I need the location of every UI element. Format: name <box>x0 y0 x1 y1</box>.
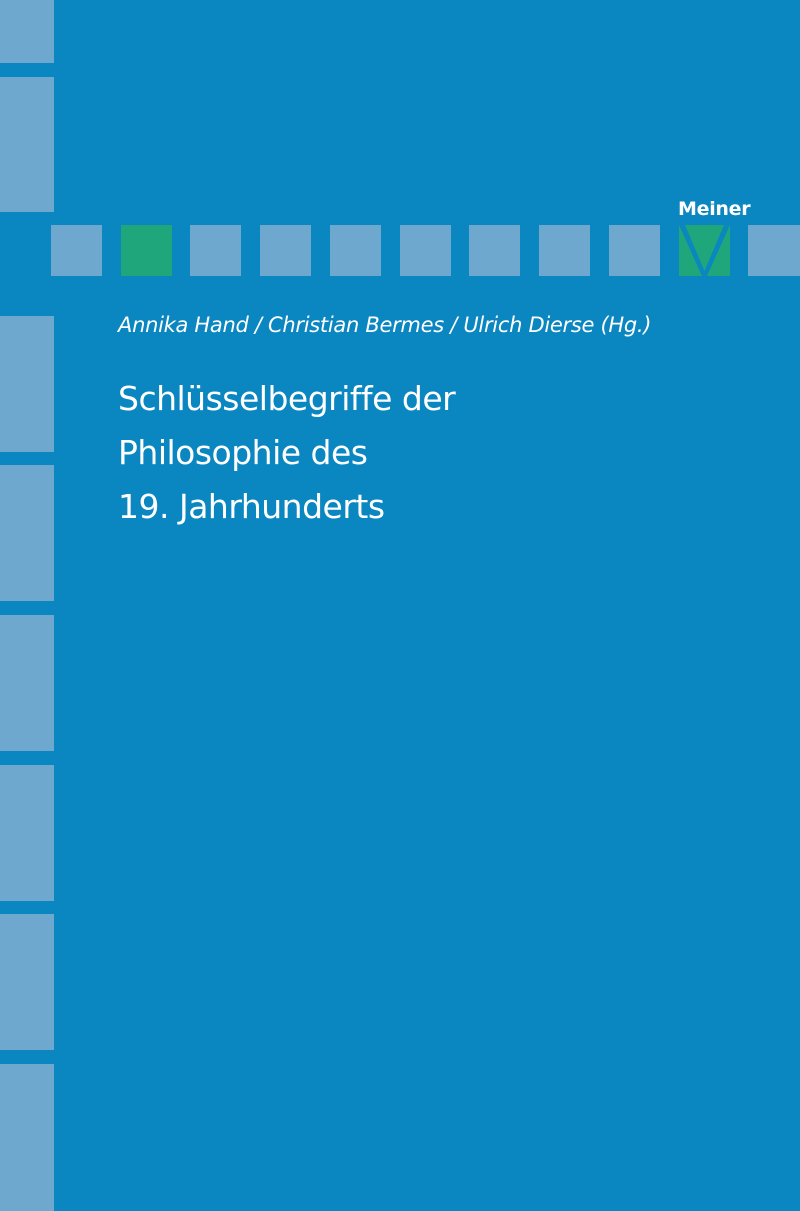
side-block <box>0 615 54 751</box>
square-block <box>51 225 102 276</box>
square-block <box>260 225 311 276</box>
square-block <box>400 225 451 276</box>
book-authors: Annika Hand / Christian Bermes / Ulrich … <box>118 313 652 337</box>
square-block <box>330 225 381 276</box>
side-block <box>0 77 54 212</box>
square-block <box>609 225 660 276</box>
title-line: Schlüsselbegriffe der <box>118 379 456 418</box>
square-block-green <box>121 225 172 276</box>
title-line: 19. Jahrhunderts <box>118 487 385 526</box>
publisher-logo-text: Meiner <box>678 198 751 220</box>
side-block <box>0 765 54 901</box>
square-block <box>469 225 520 276</box>
side-block <box>0 1064 54 1211</box>
publisher-logo-m-icon <box>679 225 730 276</box>
square-block <box>190 225 241 276</box>
side-block <box>0 0 54 63</box>
square-block <box>539 225 590 276</box>
side-block <box>0 465 54 601</box>
title-line: Philosophie des <box>118 433 368 472</box>
side-block <box>0 316 54 452</box>
square-block <box>748 225 800 276</box>
book-title: Schlüsselbegriffe der Philosophie des 19… <box>118 372 456 534</box>
side-block <box>0 914 54 1050</box>
